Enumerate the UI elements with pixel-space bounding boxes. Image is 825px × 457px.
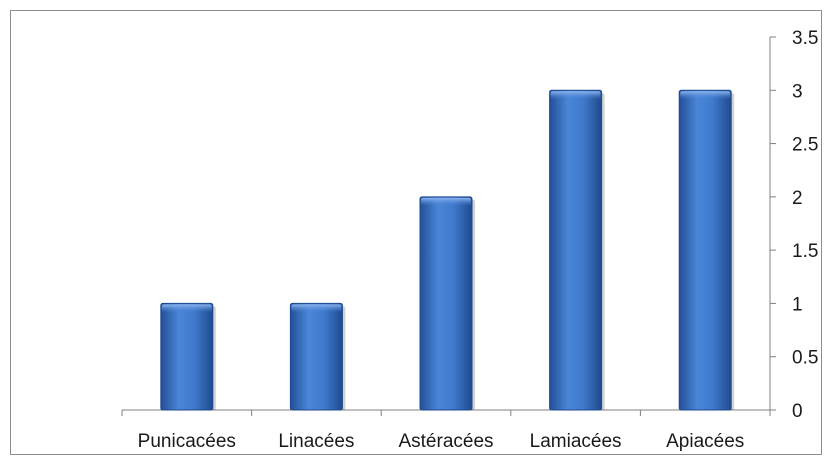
bar-highlight	[550, 91, 601, 100]
bar	[419, 196, 473, 411]
y-tick-label: 3.5	[792, 28, 818, 49]
y-tick-label: 3	[792, 81, 803, 102]
y-tick-label: 1.5	[792, 241, 818, 262]
bar-highlight	[680, 91, 731, 100]
bars	[160, 89, 735, 411]
x-tick-label: Lamiacées	[530, 431, 622, 452]
y-tick-label: 0	[792, 401, 803, 422]
y-tick-label: 2	[792, 188, 803, 209]
y-tick-label: 0.5	[792, 348, 818, 369]
labels: 0 0.5 1 1.5 2 2.5 3 3.5 Punicacées Linacées Astéra…	[138, 28, 819, 452]
x-tick-label: Apiacées	[666, 431, 744, 452]
bar	[289, 302, 343, 411]
x-tick-label: Astéracées	[398, 431, 493, 452]
y-tick-label: 1	[792, 294, 803, 315]
bar	[549, 89, 603, 411]
bar-highlight	[161, 304, 212, 313]
y-tick-label: 2.5	[792, 135, 818, 156]
bar	[678, 89, 732, 411]
bar-highlight	[291, 304, 342, 313]
bar	[160, 302, 214, 411]
x-tick-label: Punicacées	[138, 431, 236, 452]
bar-highlight	[421, 197, 471, 206]
x-tick-label: Linacées	[278, 431, 354, 452]
